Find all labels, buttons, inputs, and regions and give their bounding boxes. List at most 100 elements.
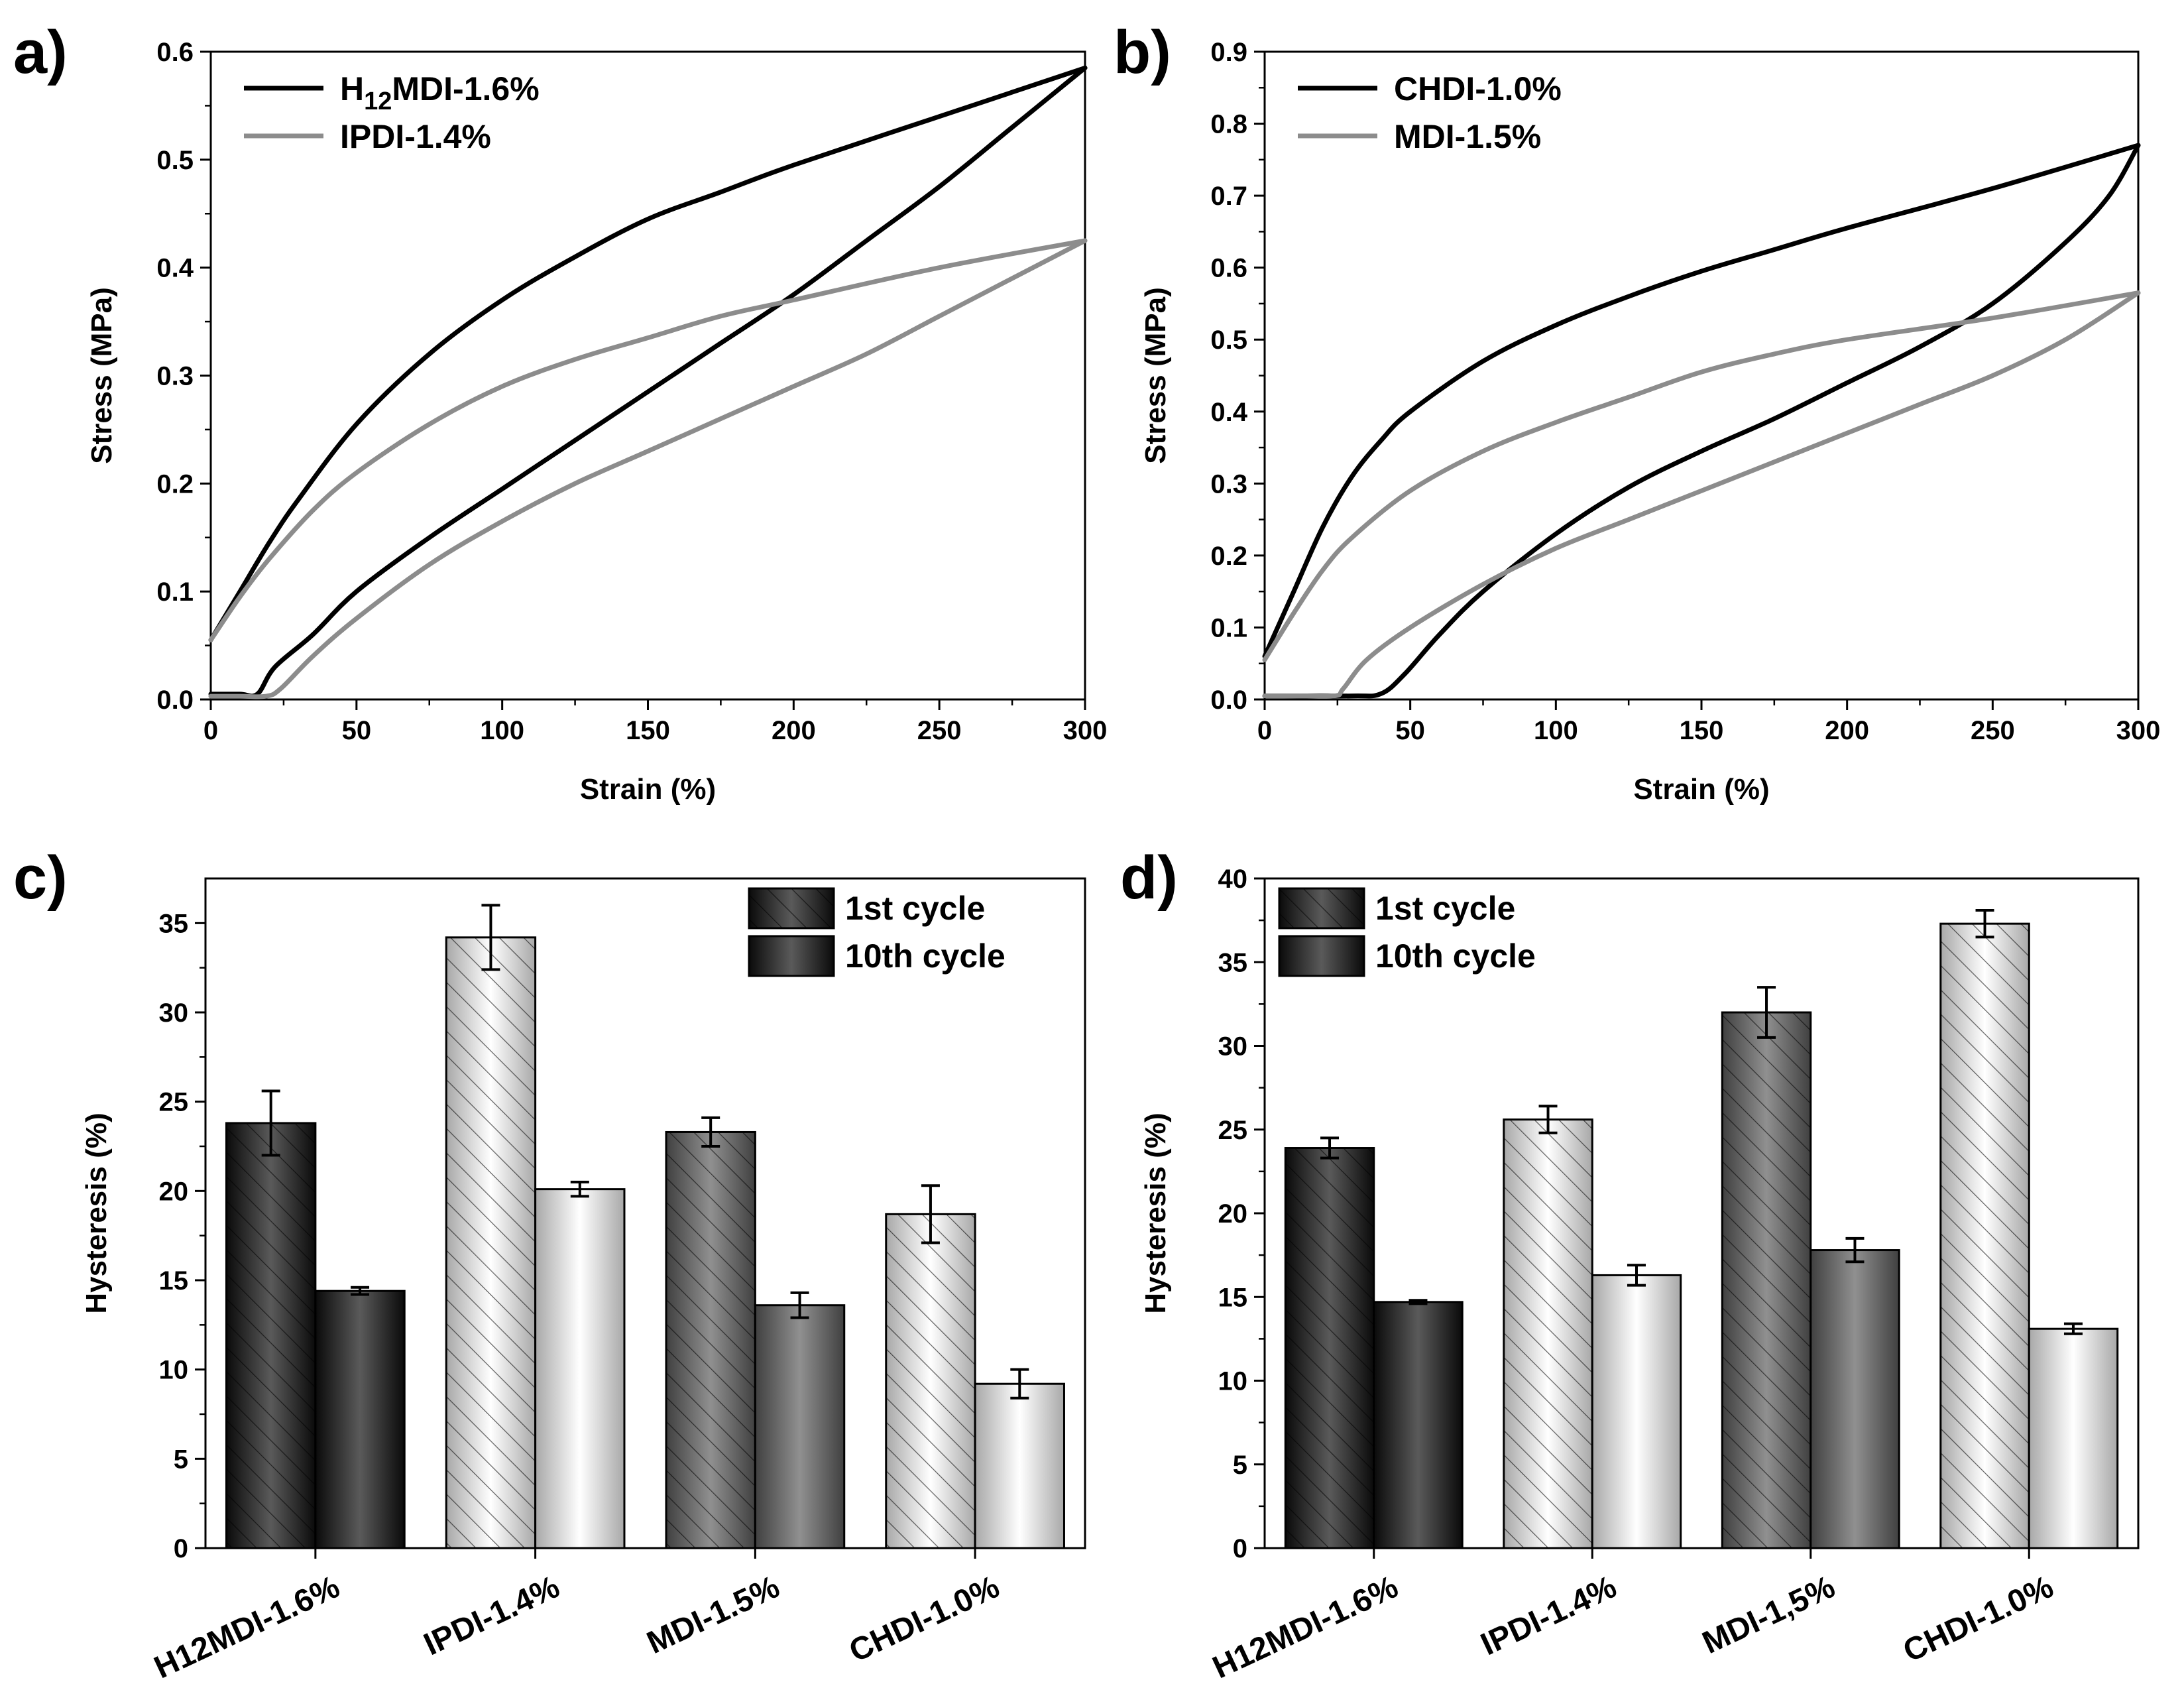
y-tick-label: 0.0 [1210, 686, 1247, 715]
y-axis-label: Hysteresis (%) [80, 1113, 113, 1313]
legend-label: CHDI-1.0% [1394, 70, 1562, 107]
x-tick-label: 250 [917, 716, 962, 745]
y-tick-label: 0.2 [1210, 542, 1247, 571]
y-axis-label: Stress (MPa) [86, 287, 118, 464]
x-tick-label: 150 [1680, 716, 1724, 745]
panel-label: d) [1120, 844, 1178, 912]
bar-10th-cycle-1 [1591, 1274, 1682, 1549]
x-tick-label: 300 [2116, 716, 2161, 745]
legend-label-main: IPDI-1.4% [340, 118, 491, 155]
series-chdi-1-0--unloading-curve [1262, 143, 2141, 699]
legend-label: MDI-1.5% [1394, 118, 1541, 155]
series-mdi-1-5--unloading-curve [1262, 290, 2141, 699]
y-tick-label: 30 [159, 998, 189, 1028]
x-tick-label: 200 [772, 716, 816, 745]
bar-10th-cycle-0 [314, 1290, 406, 1549]
y-tick-label: 40 [1218, 865, 1248, 894]
legend-label: 1st cycle [1375, 890, 1515, 927]
x-tick-label: 250 [1971, 716, 2015, 745]
legend-swatch [748, 935, 835, 977]
y-tick-label: 35 [1218, 948, 1248, 977]
bar-10th-cycle-0 [1373, 1301, 1464, 1549]
x-tick-label: 0 [1257, 716, 1272, 745]
series-h12mdi-1-6--unloading-curve [208, 65, 1088, 699]
y-tick-label: 0.5 [156, 146, 194, 175]
bar-10th-cycle-1 [534, 1188, 626, 1549]
bar-10th-cycle-2 [754, 1304, 846, 1549]
y-tick-label: 25 [1218, 1116, 1248, 1145]
bar-hatch-overlay [226, 1122, 316, 1548]
y-tick-label: 0.7 [1210, 182, 1247, 211]
legend-label: 1st cycle [845, 890, 985, 927]
x-tick-label: 100 [1534, 716, 1578, 745]
y-tick-label: 10 [1218, 1367, 1248, 1396]
y-tick-label: 0.1 [1210, 613, 1247, 642]
category-label: IPDI-1.4% [419, 1569, 565, 1662]
legend-swatch-hatch [1279, 888, 1364, 928]
legend-label-main: MDI-1.5% [1394, 118, 1541, 155]
legend-label-main: H [340, 70, 364, 107]
bar-hatch-overlay [666, 1132, 756, 1548]
x-tick-label: 300 [1063, 716, 1108, 745]
panel-label: c) [13, 844, 68, 912]
y-tick-label: 15 [1218, 1283, 1248, 1312]
x-axis-label: Strain (%) [580, 773, 716, 806]
y-axis-label: Stress (MPa) [1139, 287, 1172, 464]
y-tick-label: 15 [159, 1266, 189, 1295]
legend-label: H12MDI-1.6% [340, 70, 540, 115]
panel-label: b) [1114, 19, 1171, 86]
y-tick-label: 20 [159, 1177, 189, 1206]
legend-label-rest: MDI-1.6% [392, 70, 539, 107]
x-tick-label: 0 [203, 716, 218, 745]
panel-label: a) [13, 19, 68, 86]
y-tick-label: 30 [1218, 1032, 1248, 1061]
series-ipdi-1-4--unloading-curve [208, 238, 1088, 699]
category-label: MDI-1,5% [1697, 1569, 1841, 1661]
y-tick-label: 35 [159, 909, 189, 938]
bar-hatch-overlay [886, 1214, 976, 1548]
series-h12mdi-1-6--loading-curve [208, 65, 1088, 642]
x-tick-label: 50 [1395, 716, 1425, 745]
x-tick-label: 150 [626, 716, 670, 745]
series-ipdi-1-4--loading-curve [208, 238, 1088, 642]
y-tick-label: 0.8 [1210, 110, 1247, 139]
legend-label: 10th cycle [1375, 937, 1536, 975]
legend-swatch-hatch [749, 888, 834, 928]
y-tick-label: 20 [1218, 1199, 1248, 1229]
category-label: IPDI-1.4% [1475, 1569, 1622, 1662]
y-tick-label: 0.6 [1210, 254, 1247, 283]
y-tick-label: 0.4 [1210, 398, 1247, 427]
line-chart-panel-b: b) 0 50 100 150 200 250 300 Strain (%) 0.0 0.1 0.2 0… [1114, 19, 2160, 806]
y-tick-label: 0.3 [156, 362, 194, 391]
category-label: H12MDI-1.6% [149, 1569, 345, 1684]
y-tick-label: 0.2 [156, 469, 194, 499]
legend-label: IPDI-1.4% [340, 118, 491, 155]
category-label: MDI-1.5% [642, 1569, 785, 1661]
y-tick-label: 25 [159, 1088, 189, 1117]
y-tick-label: 0.6 [156, 38, 194, 67]
series-chdi-1-0--loading-curve [1262, 143, 2141, 659]
bar-hatch-overlay [1285, 1148, 1374, 1548]
y-tick-label: 10 [159, 1356, 189, 1385]
y-tick-label: 0.3 [1210, 469, 1247, 499]
x-tick-label: 50 [342, 716, 372, 745]
bar-chart-panel-d: d) 0 5 10 15 20 25 30 35 40 Hysteresis (%) H12MDI-1… [1120, 844, 2140, 1684]
x-tick-label: 100 [480, 716, 524, 745]
bar-chart-panel-c: c) 0 5 10 15 20 25 30 35 Hysteresis (%) H12MDI-1.6… [13, 844, 1086, 1684]
legend-swatch [1278, 935, 1365, 977]
bar-hatch-overlay [446, 937, 536, 1548]
bar-10th-cycle-3 [974, 1382, 1065, 1549]
y-tick-label: 0.4 [156, 254, 194, 283]
line-chart-panel-a: a) 0 50 100 150 200 250 300 Strain (%) 0.0 0.1 0.2 0… [13, 19, 1107, 806]
legend-label-main: CHDI-1.0% [1394, 70, 1562, 107]
series-mdi-1-5--loading-curve [1262, 290, 2141, 662]
legend-label-subscript: 12 [364, 88, 392, 115]
y-tick-label: 0.5 [1210, 326, 1247, 355]
x-axis-label: Strain (%) [1633, 773, 1769, 806]
y-tick-label: 5 [174, 1445, 188, 1474]
y-tick-label: 0 [1233, 1534, 1247, 1563]
category-label: CHDI-1.0% [1898, 1569, 2059, 1669]
y-tick-label: 0.1 [156, 577, 194, 607]
bar-hatch-overlay [1503, 1119, 1593, 1548]
